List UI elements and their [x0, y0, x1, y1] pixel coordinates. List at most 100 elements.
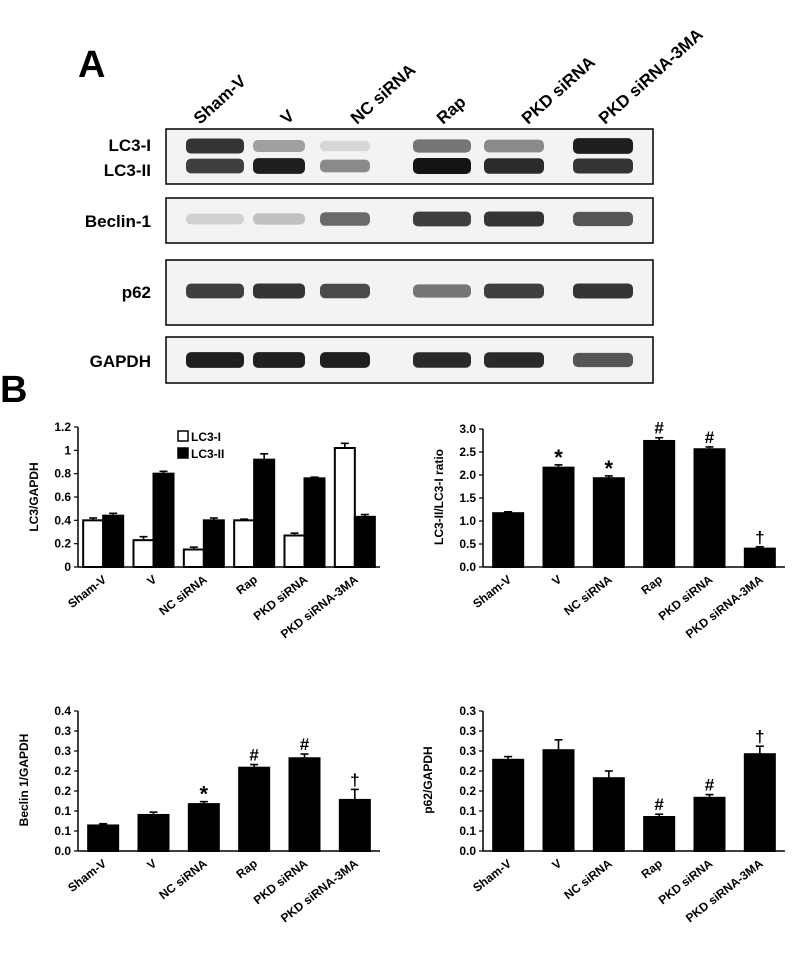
bar	[82, 519, 105, 568]
x-tick-label: Rap	[234, 856, 260, 881]
bar	[333, 447, 356, 568]
significance-mark: #	[654, 795, 664, 814]
blot-band	[253, 158, 305, 174]
blot-band	[253, 352, 305, 368]
lane-label: PKD siRNA	[518, 53, 599, 128]
legend-swatch	[177, 430, 189, 442]
x-tick-label: V	[549, 572, 564, 588]
blot-band	[484, 283, 544, 299]
bar	[492, 758, 525, 852]
significance-mark: #	[300, 735, 310, 754]
bar	[238, 766, 271, 853]
bar	[693, 796, 726, 852]
blot-band	[320, 159, 370, 173]
bar	[643, 439, 676, 568]
x-tick-label: V	[549, 856, 564, 872]
x-tick-label: Sham-V	[65, 856, 109, 895]
blot-band	[186, 283, 244, 299]
chart-p62-gapdh: 0.0 0.1 0.1 0.2 0.2 0.3 0.3 0.3 p62/GAPDH Sham-V V…	[421, 704, 785, 925]
blot-band	[484, 211, 544, 227]
y-tick-label: 0.0	[54, 844, 71, 858]
blot-band	[186, 352, 244, 368]
bar	[202, 519, 225, 568]
x-tick-label: NC siRNA	[561, 856, 615, 902]
lane-label: PKD siRNA-3MA	[595, 25, 707, 128]
x-tick-label: V	[144, 572, 159, 588]
y-tick-label: 0.3	[54, 724, 71, 738]
blot-band	[320, 212, 370, 226]
blot-band	[320, 140, 370, 152]
y-tick-label: 2.0	[459, 468, 476, 482]
blot-band	[413, 284, 471, 298]
y-tick-label: 1.5	[459, 491, 476, 505]
blot-band	[413, 158, 471, 174]
significance-mark: *	[554, 445, 563, 470]
y-axis-label: Beclin 1/GAPDH	[17, 734, 31, 827]
significance-mark: *	[200, 782, 209, 807]
bar	[283, 534, 306, 568]
blot-band	[484, 352, 544, 368]
blot-band	[186, 213, 244, 225]
bar	[137, 813, 170, 853]
y-tick-label: 0	[64, 560, 71, 574]
blot-band	[186, 158, 244, 174]
y-tick-label: 2.5	[459, 445, 476, 459]
x-tick-label: NC siRNA	[156, 856, 210, 902]
x-tick-label: NC siRNA	[561, 572, 615, 618]
legend-label: LC3-II	[191, 447, 224, 461]
blot-band	[573, 138, 633, 154]
y-tick-label: 0.5	[459, 537, 476, 551]
bar	[87, 824, 120, 853]
blot-row-label: GAPDH	[90, 352, 151, 371]
significance-mark: †	[755, 727, 764, 746]
blot-strip	[165, 336, 654, 384]
y-tick-label: 0.1	[459, 824, 476, 838]
y-tick-label: 0.0	[459, 844, 476, 858]
panel-label-b: B	[0, 369, 27, 411]
bar	[303, 477, 326, 569]
x-tick-label: Rap	[639, 572, 665, 597]
blot-band	[573, 352, 633, 368]
significance-mark: #	[705, 776, 715, 795]
blot-band	[320, 352, 370, 368]
blot-band	[253, 139, 305, 153]
lane-label: Rap	[433, 92, 470, 128]
y-tick-label: 0.2	[459, 764, 476, 778]
bar	[592, 477, 625, 568]
lane-label: V	[277, 106, 299, 128]
blot-band	[320, 283, 370, 299]
y-tick-label: 1.0	[459, 514, 476, 528]
y-axis-label: p62/GAPDH	[421, 746, 435, 813]
blot-strip	[165, 259, 654, 326]
blot-band	[253, 283, 305, 299]
legend-swatch	[177, 447, 189, 459]
y-tick-label: 0.8	[54, 467, 71, 481]
bar	[132, 539, 155, 569]
bar	[542, 749, 575, 853]
x-tick-label: Sham-V	[470, 572, 514, 611]
blot-band	[413, 211, 471, 227]
bar	[592, 777, 625, 853]
y-tick-label: 0.3	[459, 704, 476, 718]
x-tick-label: V	[144, 856, 159, 872]
chart-lc3-gapdh: 0 0.2 0.4 0.6 0.8 1 1.2 LC3/GAPDH Sham-V VNC siRN…	[27, 420, 380, 641]
blot-band	[413, 352, 471, 368]
blot-row-label: LC3-I	[109, 136, 152, 155]
y-tick-label: 0.3	[459, 744, 476, 758]
blot-strip	[165, 197, 654, 244]
bar	[353, 515, 376, 568]
x-tick-label: Sham-V	[65, 572, 109, 611]
blot-row-label: Beclin-1	[85, 212, 151, 231]
blot-strip	[165, 128, 654, 185]
significance-mark: #	[249, 746, 259, 765]
y-tick-label: 0.0	[459, 560, 476, 574]
x-tick-label: NC siRNA	[156, 572, 210, 618]
y-tick-label: 1.2	[54, 420, 71, 434]
blot-row-label: LC3-II	[104, 161, 151, 180]
blot-band	[573, 158, 633, 174]
significance-mark: †	[755, 528, 764, 547]
bar	[338, 798, 371, 853]
y-axis-label: LC3-II/LC3-I ratio	[432, 449, 446, 545]
